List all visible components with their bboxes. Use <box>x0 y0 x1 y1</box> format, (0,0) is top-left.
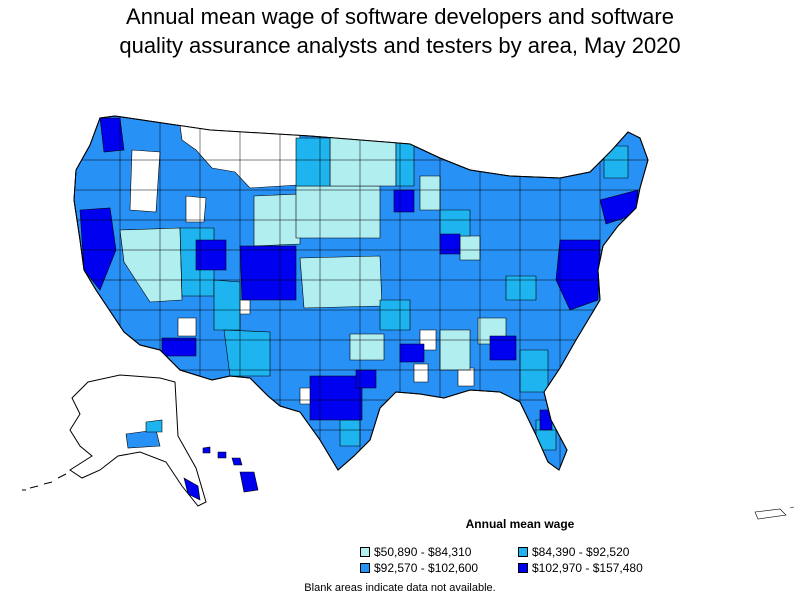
tier4-area <box>555 239 601 311</box>
tier4-area <box>99 117 125 153</box>
puerto-rico-east <box>789 506 795 509</box>
tier2-area <box>213 279 241 331</box>
aleutian-islands <box>22 473 67 491</box>
hawaii <box>202 446 259 493</box>
tier1-area <box>299 255 383 309</box>
tier4-area <box>309 375 363 421</box>
legend-label: $84,390 - $92,520 <box>532 545 630 559</box>
legend-item: $102,970 - $157,480 <box>518 561 643 575</box>
legend-item: $50,890 - $84,310 <box>360 545 471 559</box>
blank-area <box>185 195 207 223</box>
footnote: Blank areas indicate data not available. <box>304 582 496 594</box>
tier2-area <box>603 145 629 179</box>
tier4-area <box>439 233 461 255</box>
legend-swatch <box>360 547 370 557</box>
blank-area <box>457 367 475 387</box>
tier4-area <box>161 337 197 357</box>
tier1-area <box>439 329 471 371</box>
legend-label: $50,890 - $84,310 <box>374 545 472 559</box>
tier4-area <box>239 245 297 301</box>
tier1-area <box>119 227 183 303</box>
blank-area <box>129 149 161 213</box>
tier4-area <box>539 409 553 431</box>
area-boundaries <box>76 116 648 470</box>
hawaii-island-maui <box>231 457 243 466</box>
tier2-area <box>223 329 271 377</box>
contiguous-us <box>73 115 649 471</box>
tier1-area <box>349 333 385 361</box>
alaska-tier4-area <box>183 477 201 501</box>
legend-label: $102,970 - $157,480 <box>532 561 643 575</box>
blank-area <box>413 363 429 383</box>
legend-swatch <box>518 563 528 573</box>
tier4-area <box>195 239 227 271</box>
contiguous-us-outline <box>73 115 649 471</box>
tier2-area <box>439 209 471 237</box>
tier2-area <box>505 275 537 301</box>
legend-label: $92,570 - $102,600 <box>374 561 479 575</box>
map-title-line-1: Annual mean wage of software developers … <box>126 4 674 29</box>
blank-area <box>177 317 197 337</box>
hawaii-island-oahu <box>217 451 227 459</box>
puerto-rico-island <box>754 508 787 520</box>
tier4-area <box>489 335 517 361</box>
legend-swatch <box>360 563 370 573</box>
tier1-area <box>459 235 481 261</box>
tier2-area <box>519 349 549 393</box>
hawaii-island-big <box>239 471 259 493</box>
tier2-area <box>339 419 361 447</box>
tier1-area <box>329 135 397 187</box>
tier4-area <box>79 207 117 291</box>
tier4-area <box>399 343 425 363</box>
tier1-area <box>419 175 441 211</box>
tier2-area <box>379 299 411 331</box>
tier2-area <box>395 139 415 187</box>
puerto-rico <box>754 506 795 520</box>
tier1-area <box>295 185 381 239</box>
legend-title: Annual mean wage <box>465 517 575 531</box>
tier4-area <box>393 189 415 213</box>
legend-item: $84,390 - $92,520 <box>518 545 629 559</box>
map-title-line-2: quality assurance analysts and testers b… <box>119 33 681 58</box>
alaska-tier2-area <box>145 419 163 433</box>
tier2-area <box>295 137 331 187</box>
hawaii-island-kauai <box>202 446 211 454</box>
legend-swatch <box>518 547 528 557</box>
tier4-area <box>355 369 377 389</box>
alaska <box>22 374 207 507</box>
legend-item: $92,570 - $102,600 <box>360 561 478 575</box>
